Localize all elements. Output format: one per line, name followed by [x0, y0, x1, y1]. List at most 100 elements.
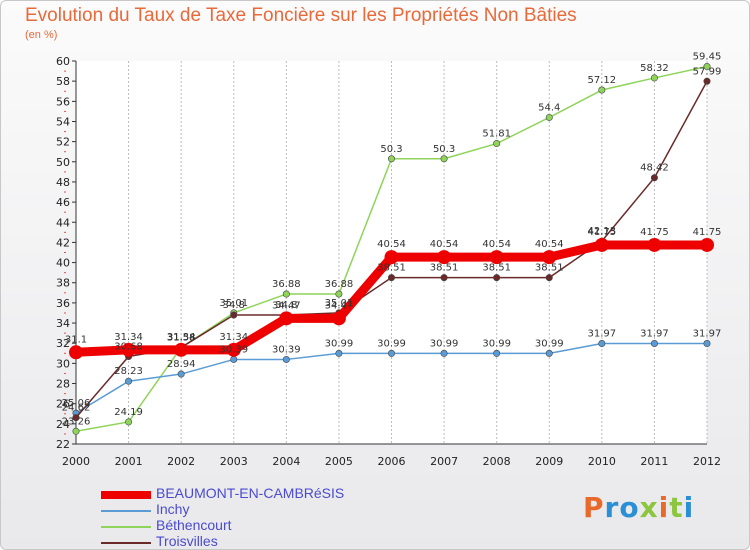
chart-title: Evolution du Taux de Taxe Foncière sur l… — [25, 5, 577, 26]
legend-swatch — [101, 491, 151, 499]
data-point — [440, 155, 448, 163]
y-tick-label: 34 — [56, 317, 70, 330]
data-label: 30.99 — [430, 338, 459, 349]
logo-letter: r — [604, 491, 620, 524]
data-label: 30.99 — [325, 338, 354, 349]
data-point — [650, 174, 658, 182]
y-tick-label: 22 — [56, 438, 70, 451]
data-point — [493, 349, 501, 357]
data-label: 31.34 — [219, 332, 248, 343]
unit-label: (en %) — [25, 29, 58, 41]
proxiti-logo: Proxiti — [583, 491, 694, 524]
data-point — [230, 311, 238, 319]
x-tick-label: 2002 — [167, 455, 195, 468]
x-tick-label: 2011 — [640, 455, 668, 468]
y-tick-label: 56 — [56, 95, 70, 108]
y-tick-label: 44 — [56, 216, 70, 229]
data-label: 30.39 — [219, 344, 248, 355]
y-tick-label: 58 — [56, 75, 70, 88]
data-label: 30.39 — [272, 344, 301, 355]
data-point — [647, 237, 662, 252]
data-point — [125, 377, 133, 385]
x-tick-label: 2000 — [62, 455, 90, 468]
data-point — [493, 140, 501, 148]
data-point — [177, 370, 185, 378]
y-tick-label: 52 — [56, 136, 70, 149]
logo-letter: P — [583, 491, 605, 524]
data-point — [121, 342, 136, 357]
data-point — [598, 340, 606, 348]
x-tick-label: 2008 — [483, 455, 511, 468]
legend-label: Troisvilles — [156, 533, 218, 549]
data-label: 30.99 — [482, 338, 511, 349]
data-label: 31.97 — [588, 329, 617, 340]
y-tick-label: 30 — [56, 357, 70, 370]
data-point — [542, 250, 557, 265]
data-point — [650, 340, 658, 348]
y-tick-label: 32 — [56, 337, 70, 350]
data-label: 31.58 — [167, 332, 196, 343]
x-tick-label: 2009 — [535, 455, 563, 468]
data-label: 31.34 — [114, 332, 143, 343]
data-label: 38.51 — [430, 263, 459, 274]
data-point — [440, 274, 448, 282]
data-point — [493, 274, 501, 282]
data-point — [72, 427, 80, 435]
data-point — [594, 237, 609, 252]
data-point — [387, 349, 395, 357]
data-label: 58.32 — [640, 63, 669, 74]
data-point — [387, 274, 395, 282]
data-label: 35.01 — [325, 298, 354, 309]
data-point — [440, 349, 448, 357]
y-tick-label: 48 — [56, 176, 70, 189]
data-label: 31.34 — [167, 332, 196, 343]
data-label: 54.4 — [538, 102, 560, 113]
logo-letter: t — [669, 491, 684, 524]
data-point — [335, 290, 343, 298]
data-label: 40.54 — [482, 239, 511, 250]
data-point — [72, 414, 80, 422]
data-label: 38.51 — [482, 263, 511, 274]
data-point — [703, 63, 711, 71]
y-tick-label: 54 — [56, 115, 70, 128]
data-label: 41.75 — [588, 227, 617, 238]
data-label: 25.06 — [62, 398, 91, 409]
legend-item: Troisvilles — [101, 533, 401, 549]
data-label: 31.1 — [65, 334, 87, 345]
data-label: 51.81 — [482, 129, 511, 140]
x-tick-label: 2012 — [693, 455, 721, 468]
legend: BEAUMONT-EN-CAMBRéSIS Inchy Béthencourt Tro… — [101, 485, 401, 549]
data-point — [282, 355, 290, 363]
data-label: 23.26 — [62, 416, 91, 427]
y-tick-label: 38 — [56, 277, 70, 290]
legend-label: Béthencourt — [156, 517, 232, 533]
data-point — [174, 342, 189, 357]
y-tick-label: 26 — [56, 398, 70, 411]
data-point — [700, 237, 714, 252]
data-label: 28.23 — [114, 366, 143, 377]
data-point — [226, 342, 241, 357]
legend-item: BEAUMONT-EN-CAMBRéSIS — [101, 485, 401, 503]
data-label: 34.47 — [325, 300, 354, 311]
data-label: 42.13 — [588, 226, 617, 237]
data-point — [545, 349, 553, 357]
data-label: 40.54 — [430, 239, 459, 250]
x-tick-label: 2004 — [272, 455, 300, 468]
data-point — [545, 113, 553, 121]
data-label: 41.75 — [640, 227, 669, 238]
data-label: 50.3 — [380, 144, 402, 155]
series — [69, 63, 714, 435]
logo-letter: x — [639, 491, 659, 524]
y-tick-label: 36 — [56, 297, 70, 310]
data-label: 38.51 — [535, 263, 564, 274]
data-label: 31.97 — [693, 329, 722, 340]
data-label: 48.42 — [640, 163, 669, 174]
data-label: 34.47 — [272, 300, 301, 311]
data-label: 30.99 — [377, 338, 406, 349]
legend-item: Inchy — [101, 501, 401, 519]
data-label: 24.62 — [62, 403, 91, 414]
data-label: 41.75 — [693, 227, 722, 238]
data-label: 36.88 — [325, 279, 354, 290]
x-tick-label: 2001 — [115, 455, 143, 468]
